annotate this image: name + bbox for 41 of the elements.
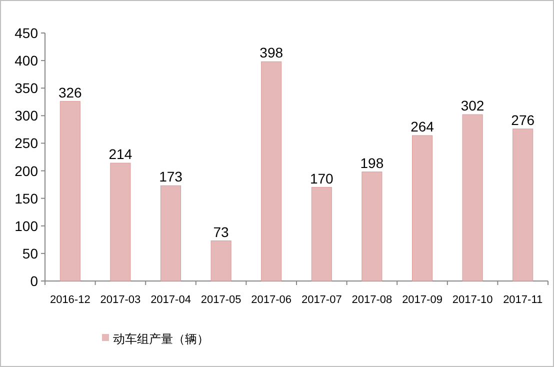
x-tick-label: 2017-04 [150,294,191,306]
legend-label: 动车组产量（辆） [113,332,209,346]
x-tick-label: 2017-03 [100,294,141,306]
bar [512,128,534,282]
data-label: 73 [213,224,230,240]
bar [210,240,232,282]
x-tick-label: 2017-06 [251,294,292,306]
data-label: 326 [58,84,82,100]
x-tick-label: 2017-05 [200,294,242,306]
bar [261,61,282,282]
bar [362,172,382,282]
y-tick-label: 250 [14,135,38,152]
x-tick-label: 2017-09 [402,294,442,306]
data-label: 170 [310,170,334,186]
bar [110,162,131,282]
x-tick-label: 2017-10 [452,294,493,306]
data-label: 264 [410,118,434,135]
x-tick-label: 2017-11 [503,294,543,306]
y-tick-label: 0 [30,273,38,289]
y-tick-label: 200 [14,162,38,179]
bar [311,187,332,282]
y-tick-label: 400 [14,52,38,69]
bar [160,185,181,282]
y-tick-label: 150 [14,190,38,206]
y-tick-label: 300 [14,108,38,124]
x-tick-label: 2016-12 [50,294,90,306]
data-label: 398 [260,44,284,61]
y-tick-label: 350 [14,80,38,96]
bar [60,101,80,282]
data-label: 173 [159,168,183,185]
y-tick-label: 450 [14,25,38,41]
y-tick-label: 50 [22,245,38,262]
bar [412,135,432,282]
data-label: 214 [108,146,132,162]
y-tick-label: 100 [14,218,38,234]
x-tick-label: 2017-08 [352,294,392,306]
data-label: 198 [360,154,384,171]
x-tick-label: 2017-07 [301,294,342,306]
bar [462,114,483,282]
data-label: 302 [460,98,484,114]
data-label: 276 [511,112,535,128]
